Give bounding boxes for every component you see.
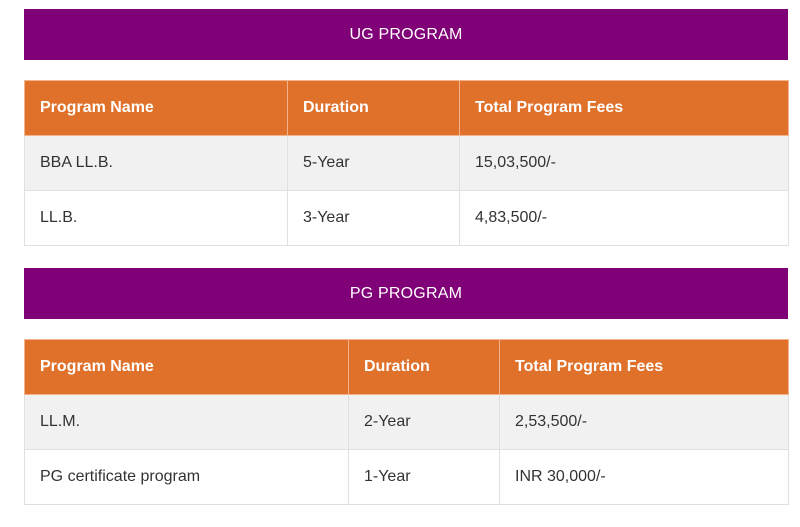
- table-row: PG certificate program 1-Year INR 30,000…: [24, 449, 789, 505]
- pg-program-title: PG PROGRAM: [349, 284, 463, 302]
- program-name-cell: LL.M.: [24, 394, 349, 450]
- column-header-program-name: Program Name: [24, 80, 288, 136]
- duration-cell: 2-Year: [348, 394, 500, 450]
- table-header-row: Program Name Duration Total Program Fees: [24, 80, 789, 136]
- duration-cell: 3-Year: [287, 190, 460, 246]
- column-header-program-name: Program Name: [24, 339, 349, 395]
- column-header-total-fees: Total Program Fees: [459, 80, 789, 136]
- table-row: BBA LL.B. 5-Year 15,03,500/-: [24, 135, 789, 191]
- table-row: LL.B. 3-Year 4,83,500/-: [24, 190, 789, 246]
- duration-cell: 5-Year: [287, 135, 460, 191]
- ug-program-title: UG PROGRAM: [349, 25, 463, 43]
- fees-cell: 15,03,500/-: [459, 135, 789, 191]
- program-name-cell: LL.B.: [24, 190, 288, 246]
- fees-cell: 4,83,500/-: [459, 190, 789, 246]
- column-header-duration: Duration: [287, 80, 460, 136]
- ug-program-header: UG PROGRAM: [24, 9, 788, 60]
- table-header-row: Program Name Duration Total Program Fees: [24, 339, 789, 395]
- ug-fees-table: Program Name Duration Total Program Fees…: [24, 80, 789, 246]
- column-header-duration: Duration: [348, 339, 500, 395]
- fees-cell: INR 30,000/-: [499, 449, 789, 505]
- pg-program-header: PG PROGRAM: [24, 268, 788, 319]
- duration-cell: 1-Year: [348, 449, 500, 505]
- program-name-cell: PG certificate program: [24, 449, 349, 505]
- table-row: LL.M. 2-Year 2,53,500/-: [24, 394, 789, 450]
- fees-cell: 2,53,500/-: [499, 394, 789, 450]
- pg-fees-table: Program Name Duration Total Program Fees…: [24, 339, 789, 505]
- program-name-cell: BBA LL.B.: [24, 135, 288, 191]
- column-header-total-fees: Total Program Fees: [499, 339, 789, 395]
